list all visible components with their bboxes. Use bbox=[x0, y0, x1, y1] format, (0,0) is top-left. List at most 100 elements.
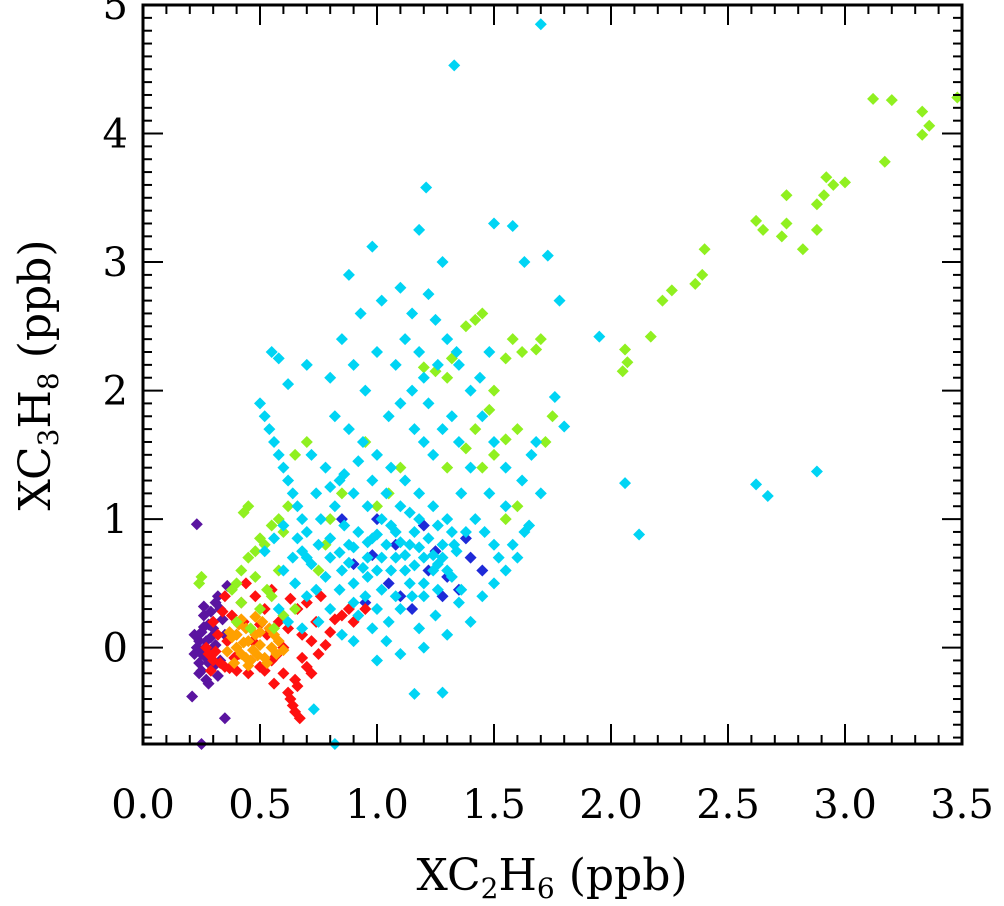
data-point bbox=[277, 461, 290, 474]
data-point bbox=[375, 583, 388, 596]
data-point bbox=[251, 649, 264, 662]
data-point bbox=[408, 525, 421, 538]
data-point bbox=[455, 583, 468, 596]
data-point bbox=[296, 622, 309, 635]
data-point bbox=[190, 518, 203, 531]
data-point bbox=[347, 487, 360, 500]
data-point bbox=[333, 546, 346, 559]
data-point bbox=[324, 626, 337, 639]
data-point bbox=[511, 500, 524, 513]
data-point bbox=[839, 176, 851, 189]
data-point bbox=[530, 343, 543, 356]
y-tick-labels: 0 1 2 3 4 5 bbox=[103, 0, 128, 672]
data-point bbox=[305, 667, 318, 680]
data-point bbox=[211, 669, 224, 682]
data-point bbox=[593, 330, 606, 343]
data-point bbox=[534, 18, 547, 31]
data-point bbox=[488, 384, 500, 397]
data-point bbox=[476, 410, 489, 423]
data-point bbox=[698, 243, 711, 256]
data-point bbox=[256, 615, 269, 628]
y-tick-label: 4 bbox=[103, 112, 128, 158]
data-point bbox=[616, 365, 629, 378]
data-point bbox=[820, 171, 833, 184]
data-point bbox=[289, 673, 302, 686]
y-axis-title: XC3H8 (ppb) bbox=[10, 239, 65, 510]
data-point bbox=[371, 528, 383, 541]
data-point bbox=[499, 564, 512, 577]
data-point bbox=[342, 268, 355, 281]
data-point bbox=[696, 268, 709, 281]
data-point bbox=[324, 371, 337, 384]
data-point bbox=[359, 384, 372, 397]
data-point bbox=[417, 590, 430, 603]
data-point bbox=[291, 532, 304, 545]
data-point bbox=[810, 198, 823, 211]
data-point bbox=[394, 648, 407, 661]
data-point bbox=[375, 551, 388, 564]
data-point bbox=[324, 603, 337, 616]
data-point bbox=[394, 397, 407, 410]
data-point bbox=[305, 448, 318, 461]
data-point bbox=[324, 480, 337, 493]
axis-ticks bbox=[142, 4, 963, 744]
data-point bbox=[422, 532, 435, 545]
data-point bbox=[284, 592, 297, 605]
data-point bbox=[333, 583, 346, 596]
data-point bbox=[548, 390, 561, 403]
data-point bbox=[780, 217, 793, 230]
data-point bbox=[427, 500, 440, 513]
data-point bbox=[385, 461, 398, 474]
data-point bbox=[422, 288, 435, 301]
data-point bbox=[347, 596, 360, 609]
data-point bbox=[214, 657, 227, 670]
data-point bbox=[476, 590, 489, 603]
data-point bbox=[237, 636, 250, 649]
data-point bbox=[361, 570, 374, 583]
x-tick-label: 0.5 bbox=[228, 782, 292, 828]
data-point bbox=[371, 500, 383, 513]
data-point bbox=[473, 371, 486, 384]
data-point bbox=[239, 651, 252, 664]
data-point bbox=[347, 635, 360, 648]
data-point bbox=[488, 448, 500, 461]
data-point bbox=[356, 561, 369, 574]
data-point bbox=[218, 590, 231, 603]
data-point bbox=[525, 448, 538, 461]
data-point bbox=[450, 346, 463, 359]
data-point bbox=[469, 313, 482, 326]
data-point bbox=[371, 448, 383, 461]
data-point bbox=[394, 500, 407, 513]
data-point bbox=[352, 525, 365, 538]
data-point bbox=[328, 613, 341, 626]
data-point bbox=[230, 615, 243, 628]
data-point bbox=[239, 577, 252, 590]
data-point bbox=[300, 358, 313, 371]
data-point bbox=[476, 564, 489, 577]
data-point bbox=[445, 410, 458, 423]
data-point bbox=[445, 525, 458, 538]
data-point bbox=[193, 577, 206, 590]
data-point bbox=[478, 525, 491, 538]
x-tick-label: 1.0 bbox=[345, 782, 409, 828]
data-point bbox=[237, 506, 250, 519]
data-point bbox=[389, 551, 402, 564]
data-point bbox=[916, 128, 929, 141]
data-point bbox=[389, 358, 402, 371]
data-point bbox=[382, 577, 395, 590]
data-point bbox=[619, 477, 632, 490]
data-point bbox=[689, 277, 702, 290]
data-point bbox=[209, 645, 222, 658]
data-point bbox=[380, 635, 393, 648]
data-point bbox=[242, 500, 255, 513]
data-point bbox=[385, 519, 398, 532]
data-point bbox=[254, 626, 266, 639]
data-point bbox=[307, 703, 320, 716]
data-point bbox=[394, 536, 407, 549]
data-point bbox=[347, 541, 360, 554]
data-point bbox=[186, 690, 199, 703]
data-point bbox=[324, 532, 337, 545]
data-point bbox=[244, 622, 257, 635]
data-point bbox=[464, 615, 477, 628]
data-point bbox=[399, 564, 412, 577]
